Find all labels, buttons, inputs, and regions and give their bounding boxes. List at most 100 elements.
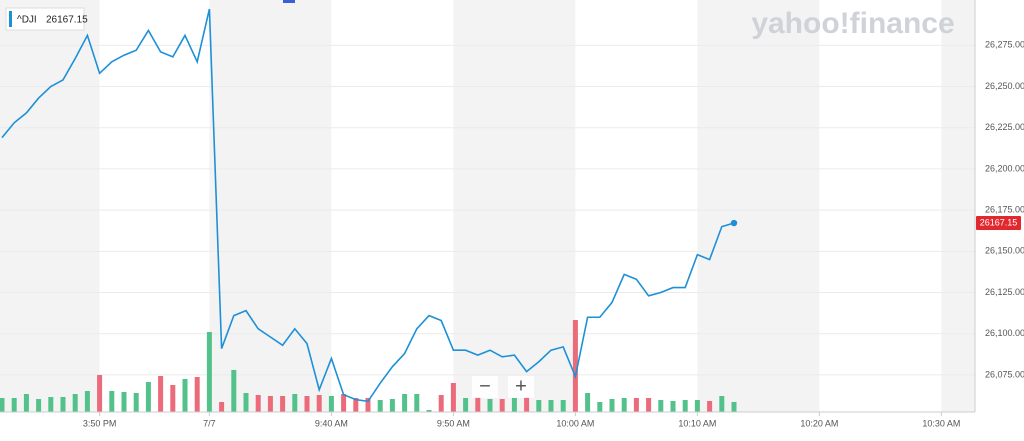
- volume-bar: [255, 395, 261, 412]
- y-tick-label: 26,075.00: [985, 369, 1024, 379]
- axes: 26,075.00 26,100.00 26,125.00 26,150.00 26,1…: [0, 0, 1024, 428]
- y-tick-label: 26,200.00: [985, 163, 1024, 173]
- volume-bar: [694, 400, 700, 412]
- volume-bar: [646, 398, 652, 412]
- volume-bar: [719, 396, 725, 412]
- x-tick-label: 10:30 AM: [922, 418, 960, 428]
- zoom-in[interactable]: +: [515, 375, 527, 397]
- x-tick-label: 10:00 AM: [556, 418, 594, 428]
- volume-bar: [414, 394, 420, 412]
- volume-bar: [402, 394, 408, 412]
- band: [575, 0, 698, 412]
- volume-bar: [48, 397, 54, 412]
- band: [209, 0, 332, 412]
- zoom-controls: − +: [472, 375, 534, 398]
- band: [697, 0, 820, 412]
- volume-bar: [97, 375, 103, 412]
- volume-bar: [499, 399, 505, 412]
- volume-bar: [23, 394, 29, 412]
- volume-bar: [121, 392, 127, 412]
- volume-bar: [536, 400, 542, 412]
- volume-bar: [463, 398, 469, 412]
- volume-bar: [133, 393, 139, 412]
- price-tag-label: 26167.15: [980, 217, 1018, 227]
- volume-bar: [438, 395, 444, 412]
- volume-bar: [72, 394, 78, 412]
- volume-bar: [377, 400, 383, 412]
- y-tick-label: 26,250.00: [985, 81, 1024, 91]
- band: [941, 0, 975, 412]
- volume-bar: [206, 332, 212, 412]
- x-tick-label: 7/7: [203, 418, 216, 428]
- volume-bar: [560, 400, 566, 412]
- volume-bar: [36, 399, 42, 412]
- x-tick-label: 9:50 AM: [437, 418, 470, 428]
- band: [331, 0, 454, 412]
- volume-bar: [670, 401, 676, 412]
- volume-bar: [389, 399, 395, 412]
- legend-swatch: [9, 11, 12, 27]
- band: [0, 0, 100, 412]
- volume-bar: [0, 398, 5, 412]
- background: [0, 0, 975, 412]
- volume-bar: [487, 399, 493, 412]
- volume-bar: [341, 394, 347, 412]
- y-tick-label: 26,150.00: [985, 246, 1024, 256]
- volume-bar: [60, 397, 66, 412]
- y-tick-label: 26,125.00: [985, 287, 1024, 297]
- plot: [1, 8, 738, 403]
- volume-bar: [585, 393, 591, 412]
- volume-bar: [292, 394, 298, 412]
- volume-bar: [475, 397, 481, 412]
- legend-box: [5, 7, 85, 31]
- legend-value: 26167.15: [46, 15, 88, 26]
- y-tick-label: 26,100.00: [985, 328, 1024, 338]
- volume-bar: [450, 383, 456, 412]
- watermark: yahoo!finance: [751, 7, 954, 40]
- volume-bar: [243, 393, 249, 412]
- volume-bar: [280, 396, 286, 412]
- volume-bar: [524, 397, 530, 412]
- volume-bar: [267, 396, 273, 412]
- x-tick-label: 3:50 PM: [83, 418, 117, 428]
- volume-bar: [194, 377, 200, 412]
- band: [99, 0, 210, 412]
- volume-bar: [170, 385, 176, 412]
- volume-bar: [609, 399, 615, 412]
- y-tick-label: 26,175.00: [985, 204, 1024, 214]
- volume-bar: [707, 401, 713, 412]
- band: [819, 0, 942, 412]
- y-tick-label: 26,275.00: [985, 40, 1024, 50]
- volume-bar: [158, 376, 164, 412]
- volume-bar: [548, 400, 554, 412]
- volume-bar: [633, 398, 639, 412]
- volume-bar: [426, 410, 432, 412]
- zoom-in-button[interactable]: [508, 376, 534, 398]
- x-tick-label: 9:40 AM: [315, 418, 348, 428]
- volume-bar: [328, 396, 334, 412]
- price-tag: [976, 216, 1021, 231]
- volume-bar: [731, 402, 737, 412]
- band: [453, 0, 576, 412]
- zoom-out-button[interactable]: [472, 376, 498, 398]
- volume-bar: [353, 398, 359, 412]
- grid: [0, 44, 975, 376]
- last-point: [730, 219, 738, 227]
- volume-bar: [182, 379, 188, 412]
- legend: ^DJI 26167.15: [5, 7, 88, 31]
- volume-bar: [365, 398, 371, 412]
- x-tick-label: 10:20 AM: [800, 418, 838, 428]
- volume-bar: [11, 398, 17, 412]
- volume-bar: [511, 398, 517, 412]
- price-line: [1, 8, 735, 403]
- top-indicator: [283, 0, 295, 3]
- volume-bar: [682, 400, 688, 412]
- zoom-out[interactable]: −: [479, 375, 491, 397]
- volume-bar: [109, 391, 115, 412]
- volume-bar: [621, 398, 627, 412]
- x-tick-label: 10:10 AM: [678, 418, 716, 428]
- y-tick-label: 26,225.00: [985, 122, 1024, 132]
- volume-bar: [219, 402, 225, 412]
